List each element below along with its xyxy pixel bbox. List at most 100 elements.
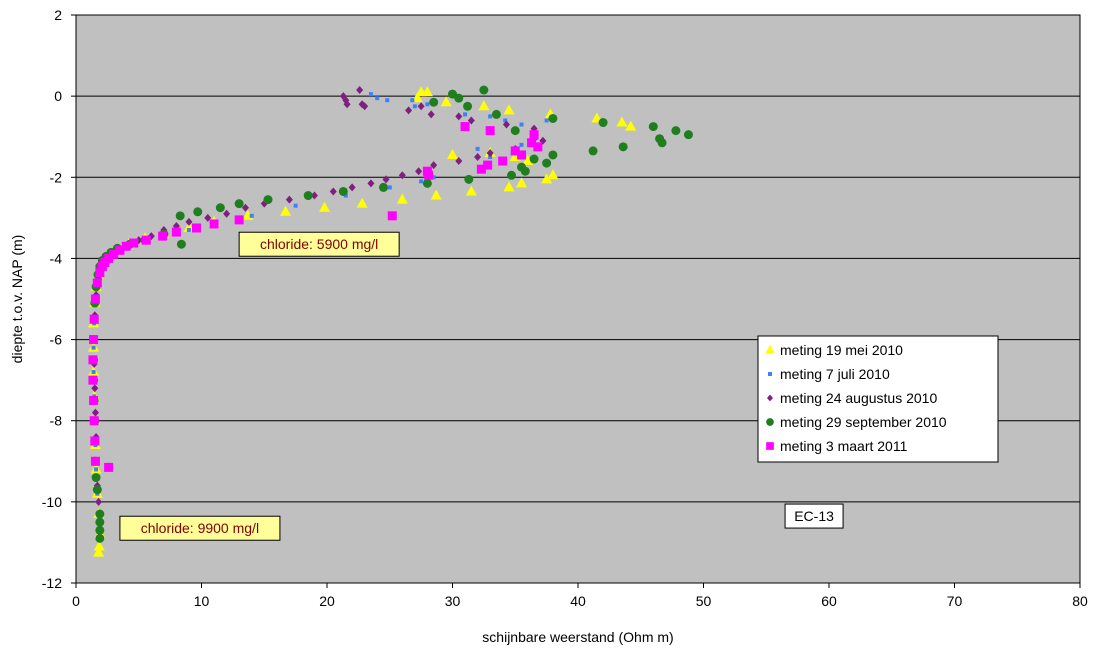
data-point xyxy=(285,195,293,204)
data-point xyxy=(548,113,558,123)
data-point xyxy=(503,181,515,192)
data-point xyxy=(310,191,318,200)
y-tick-label: 0 xyxy=(54,88,62,104)
data-point xyxy=(88,375,98,385)
data-point xyxy=(95,497,103,506)
x-axis: 0 10 20 30 40 50 60 70 80 xyxy=(72,583,1088,609)
data-point xyxy=(422,178,432,188)
data-point xyxy=(465,185,477,196)
data-point xyxy=(121,241,131,251)
data-point xyxy=(648,122,658,132)
data-point xyxy=(91,473,101,483)
data-point xyxy=(455,157,463,166)
annotation-text: chloride: 5900 mg/l xyxy=(260,236,378,252)
data-point xyxy=(95,525,105,535)
data-point xyxy=(398,171,406,180)
data-point xyxy=(185,217,193,226)
data-point xyxy=(616,116,628,127)
data-point xyxy=(93,546,105,557)
annotation: chloride: 9900 mg/l xyxy=(119,515,281,541)
data-point xyxy=(88,355,98,365)
data-point xyxy=(431,175,436,180)
annotation-text: chloride: 9900 mg/l xyxy=(141,520,259,536)
legend-entry: meting 24 augustus 2010 xyxy=(767,390,937,406)
data-point xyxy=(193,207,203,217)
legend: meting 19 mei 2010 meting 7 juli 2010 meti… xyxy=(757,335,999,463)
data-point xyxy=(90,436,100,446)
data-point xyxy=(204,213,212,222)
data-point xyxy=(519,122,524,127)
data-point xyxy=(417,102,425,111)
x-tick-label: 10 xyxy=(194,593,210,609)
data-point xyxy=(375,96,380,101)
data-point xyxy=(223,209,231,218)
data-point xyxy=(440,96,452,107)
legend-label: meting 29 september 2010 xyxy=(780,414,947,430)
legend-label: meting 3 maart 2011 xyxy=(780,438,908,454)
data-point xyxy=(92,278,102,288)
data-point xyxy=(485,126,495,136)
x-axis-title: schijnbare weerstand (Ohm m) xyxy=(482,629,673,645)
data-point xyxy=(491,109,501,119)
legend-box xyxy=(757,335,999,463)
data-point xyxy=(387,211,397,221)
data-point xyxy=(329,187,337,196)
x-tick-label: 70 xyxy=(947,593,963,609)
data-point xyxy=(280,205,292,216)
legend-entry: meting 29 september 2010 xyxy=(766,414,947,430)
legend-label: meting 19 mei 2010 xyxy=(780,342,903,358)
data-point xyxy=(529,130,539,140)
data-point xyxy=(415,167,423,176)
data-point xyxy=(318,201,330,212)
data-point xyxy=(343,100,351,109)
data-point xyxy=(547,169,559,180)
data-point xyxy=(425,102,430,107)
data-point xyxy=(516,177,528,188)
data-point xyxy=(766,418,774,426)
data-points xyxy=(88,85,693,557)
data-point xyxy=(527,138,537,148)
gridlines xyxy=(76,95,1080,503)
annotation-box xyxy=(784,503,844,529)
data-point xyxy=(410,98,415,103)
data-point xyxy=(476,164,486,174)
legend-entry: meting 7 juli 2010 xyxy=(768,366,890,382)
data-point xyxy=(618,142,628,152)
data-point xyxy=(89,416,99,426)
data-point xyxy=(249,213,254,218)
data-point xyxy=(385,98,390,103)
data-point xyxy=(503,118,508,123)
data-point xyxy=(488,114,493,119)
data-point xyxy=(95,268,105,278)
data-point xyxy=(765,344,775,354)
data-point xyxy=(94,467,99,472)
data-point xyxy=(479,85,489,95)
annotations: chloride: 5900 mg/l chloride: 9900 mg/l EC… xyxy=(119,231,844,541)
data-point xyxy=(356,197,368,208)
data-point xyxy=(356,86,364,95)
data-point xyxy=(183,222,195,232)
annotation-box xyxy=(238,231,400,257)
data-point xyxy=(683,130,693,140)
data-point xyxy=(657,138,667,148)
y-tick-label: -2 xyxy=(50,169,63,185)
data-point xyxy=(263,195,273,205)
annotation: EC-13 xyxy=(784,503,844,529)
data-point xyxy=(92,485,102,495)
data-point xyxy=(104,462,114,472)
data-point xyxy=(209,219,219,229)
data-point xyxy=(671,126,681,136)
data-point xyxy=(519,142,524,147)
y-tick-label: -8 xyxy=(50,413,63,429)
data-point xyxy=(115,245,125,255)
x-tick-label: 80 xyxy=(1072,593,1088,609)
data-point xyxy=(454,93,464,103)
data-point xyxy=(464,174,474,184)
data-point xyxy=(95,509,105,519)
data-point xyxy=(186,228,191,233)
data-point xyxy=(488,155,493,159)
legend-label: meting 24 augustus 2010 xyxy=(780,390,937,406)
data-point xyxy=(486,148,494,157)
data-point xyxy=(455,112,463,121)
